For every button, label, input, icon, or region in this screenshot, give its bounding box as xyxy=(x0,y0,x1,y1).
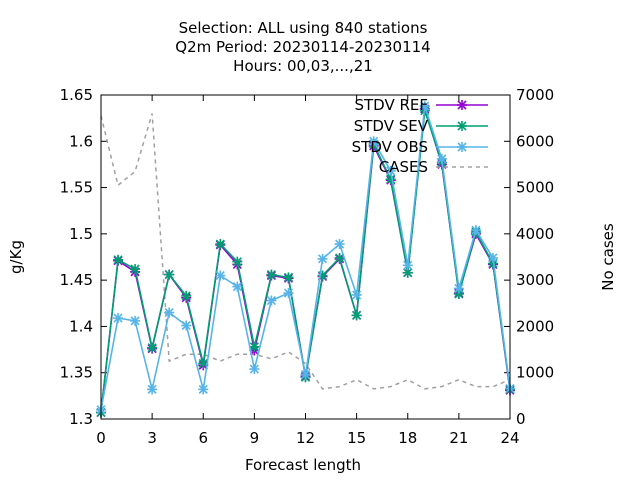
series-cases xyxy=(100,113,511,390)
stdv-obs-point xyxy=(419,101,430,112)
x-tick-label: 9 xyxy=(250,429,260,447)
x-tick-label: 15 xyxy=(347,429,366,447)
y-axis-ticks: 1.3 1.35 1.4 1.45 1.5 1.55 1.6 1.65 xyxy=(60,86,107,428)
y2-tick-label: 3000 xyxy=(516,271,554,289)
stdv-obs-point xyxy=(317,253,328,264)
stdv-sev-point xyxy=(147,342,158,353)
stdv-sev-line xyxy=(100,110,511,413)
legend-item-stdv-sev: STDV SEV xyxy=(354,117,488,135)
y-axis-label: g/Kg xyxy=(7,240,25,274)
stdv-sev-point xyxy=(249,341,260,352)
x-tick-label: 0 xyxy=(96,429,106,447)
stdv-obs-point xyxy=(130,315,141,326)
stdv-obs-point xyxy=(436,153,447,164)
y2-tick-label: 5000 xyxy=(516,179,554,197)
stdv-obs-point xyxy=(385,165,396,176)
stdv-obs-point xyxy=(351,289,362,300)
y2-tick-label: 2000 xyxy=(516,317,554,335)
stdv-obs-point xyxy=(334,239,345,250)
stdv-obs-point xyxy=(487,252,498,263)
stdv-obs-point xyxy=(113,313,124,324)
stdv-obs-point xyxy=(300,369,311,380)
stdv-sev-point xyxy=(232,256,243,267)
y-tick-label: 1.45 xyxy=(60,271,93,289)
y2-tick-label: 4000 xyxy=(516,225,554,243)
title-line-3: Hours: 00,03,...,21 xyxy=(233,57,373,75)
y-tick-label: 1.4 xyxy=(69,317,93,335)
stdv-sev-point xyxy=(334,252,345,263)
x-tick-label: 24 xyxy=(500,429,519,447)
y2-tick-label: 0 xyxy=(516,410,526,428)
stdv-obs-point xyxy=(453,283,464,294)
stdv-sev-point xyxy=(351,310,362,321)
y-tick-label: 1.65 xyxy=(60,86,93,104)
title-line-2: Q2m Period: 20230114-20230114 xyxy=(175,38,430,56)
stdv-obs-point xyxy=(198,384,209,395)
stdv-sev-point xyxy=(198,358,209,369)
y-tick-label: 1.5 xyxy=(69,225,93,243)
series-stdv-obs xyxy=(96,101,515,415)
legend: STDV REF STDV SEV STDV OBS CASES xyxy=(352,96,488,176)
x-axis-label: Forecast length xyxy=(245,456,361,474)
chart-title: Selection: ALL using 840 stations Q2m Pe… xyxy=(175,19,430,75)
legend-stdv-obs-point xyxy=(457,142,467,152)
stdv-obs-point xyxy=(249,364,260,375)
stdv-obs-point xyxy=(147,384,158,395)
stdv-sev-point xyxy=(113,254,124,265)
legend-label: CASES xyxy=(379,158,428,176)
y-tick-label: 1.55 xyxy=(60,179,93,197)
legend-label: STDV OBS xyxy=(352,138,428,156)
stdv-obs-point xyxy=(181,320,192,331)
stdv-sev-point xyxy=(130,264,141,275)
x-tick-label: 3 xyxy=(147,429,157,447)
legend-item-stdv-obs: STDV OBS xyxy=(352,138,488,156)
stdv-obs-point xyxy=(368,136,379,147)
y-tick-label: 1.35 xyxy=(60,364,93,382)
stdv-obs-point xyxy=(215,270,226,281)
plot-frame xyxy=(100,94,511,420)
stdv-obs-point xyxy=(470,225,481,236)
y2-tick-label: 6000 xyxy=(516,132,554,150)
x-tick-label: 21 xyxy=(449,429,468,447)
legend-item-cases: CASES xyxy=(379,158,488,176)
y2-axis-label: No cases xyxy=(599,223,617,291)
stdv-ref-line xyxy=(100,108,511,413)
stdv-sev-point xyxy=(266,269,277,280)
y2-tick-label: 7000 xyxy=(516,86,554,104)
y-tick-label: 1.3 xyxy=(69,410,93,428)
cases-line xyxy=(100,113,511,390)
stdv-obs-point xyxy=(402,260,413,271)
x-tick-label: 12 xyxy=(296,429,315,447)
stdv-obs-point xyxy=(283,288,294,299)
x-axis-ticks: 0 3 6 9 12 15 18 21 24 xyxy=(96,95,520,447)
legend-stdv-ref-point xyxy=(457,100,467,110)
stdv-obs-point xyxy=(164,307,175,318)
y-tick-label: 1.6 xyxy=(69,132,93,150)
legend-label: STDV REF xyxy=(354,96,428,114)
stdv-sev-point xyxy=(215,239,226,250)
series-layer xyxy=(96,101,515,418)
legend-label: STDV SEV xyxy=(354,117,429,135)
legend-stdv-sev-point xyxy=(457,121,467,131)
x-tick-label: 6 xyxy=(198,429,208,447)
y2-axis-ticks: 0 1000 2000 3000 4000 5000 6000 7000 xyxy=(504,86,554,428)
stdv-obs-point xyxy=(232,281,243,292)
stdv-obs-point xyxy=(266,295,277,306)
stdv-sev-point xyxy=(181,290,192,301)
stdv-sev-point xyxy=(164,269,175,280)
y2-tick-label: 1000 xyxy=(516,364,554,382)
title-line-1: Selection: ALL using 840 stations xyxy=(179,19,428,37)
stdv-sev-point xyxy=(283,272,294,283)
legend-item-stdv-ref: STDV REF xyxy=(354,96,488,114)
x-tick-label: 18 xyxy=(398,429,417,447)
